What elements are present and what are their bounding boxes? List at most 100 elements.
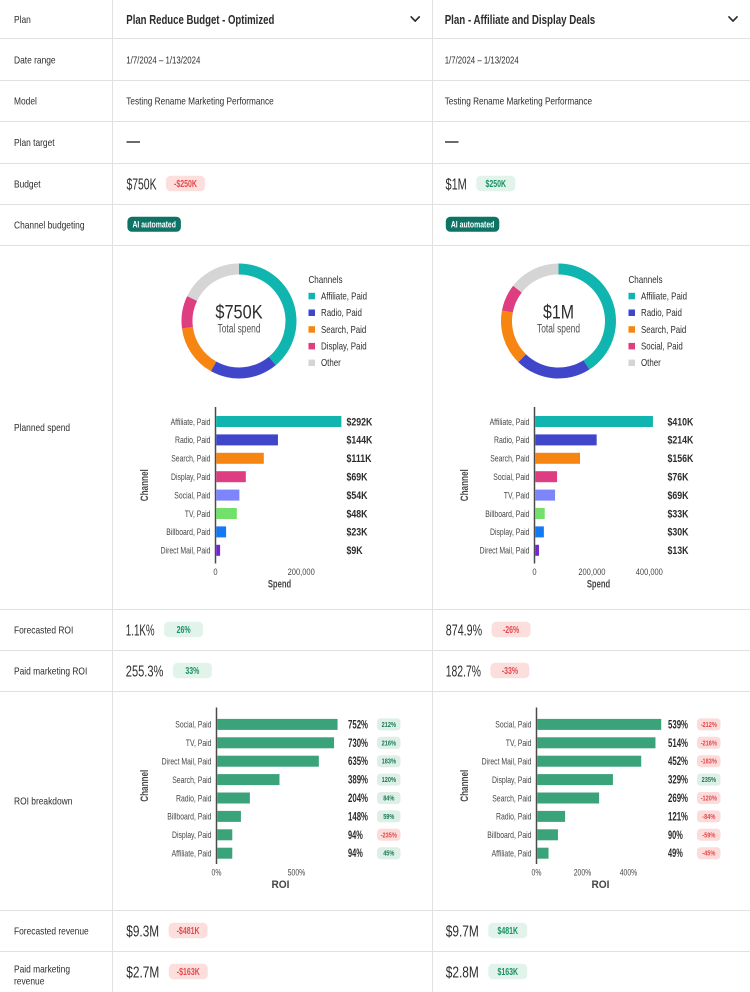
svg-text:Direct Mail, Paid: Direct Mail, Paid (162, 757, 212, 768)
svg-text:-216%: -216% (701, 740, 718, 747)
svg-text:Testing Rename Marketing Perfo: Testing Rename Marketing Performance (126, 95, 274, 107)
svg-text:Display, Paid: Display, Paid (172, 830, 212, 841)
svg-text:TV, Paid: TV, Paid (185, 509, 211, 520)
svg-text:TV, Paid: TV, Paid (504, 490, 530, 501)
svg-text:-183%: -183% (701, 759, 718, 766)
svg-text:-212%: -212% (701, 722, 718, 729)
svg-text:$111K: $111K (347, 453, 372, 465)
svg-text:200%: 200% (574, 868, 592, 879)
svg-text:94%: 94% (348, 848, 363, 860)
svg-text:Channel: Channel (139, 469, 151, 501)
svg-text:Search, Paid: Search, Paid (492, 793, 531, 804)
svg-text:Channel budgeting: Channel budgeting (14, 219, 85, 231)
svg-text:Billboard, Paid: Billboard, Paid (167, 812, 211, 823)
svg-text:Total spend: Total spend (218, 324, 261, 336)
svg-text:84%: 84% (383, 796, 395, 803)
svg-text:$156K: $156K (668, 453, 694, 465)
svg-text:$30K: $30K (668, 527, 689, 539)
svg-text:$9K: $9K (347, 545, 363, 557)
svg-text:Search, Paid: Search, Paid (321, 324, 366, 336)
svg-text:Display, Paid: Display, Paid (321, 341, 367, 353)
svg-text:-26%: -26% (503, 625, 519, 636)
svg-text:$13K: $13K (668, 545, 689, 557)
svg-text:Total spend: Total spend (537, 324, 580, 336)
svg-text:874.9%: 874.9% (446, 622, 482, 639)
svg-text:216%: 216% (382, 740, 397, 747)
svg-text:148%: 148% (348, 811, 368, 823)
svg-text:Billboard, Paid: Billboard, Paid (487, 830, 531, 841)
svg-text:Model: Model (14, 95, 37, 107)
svg-text:Plan Reduce Budget - Optimized: Plan Reduce Budget - Optimized (126, 12, 274, 27)
svg-text:Social, Paid: Social, Paid (175, 720, 211, 731)
svg-text:635%: 635% (348, 756, 368, 768)
svg-text:33%: 33% (185, 666, 199, 677)
svg-text:Billboard, Paid: Billboard, Paid (485, 509, 529, 520)
svg-text:Channel: Channel (459, 469, 471, 501)
svg-text:$54K: $54K (347, 490, 368, 502)
svg-text:-120%: -120% (701, 796, 718, 803)
svg-text:$250K: $250K (486, 179, 507, 190)
svg-text:$2.8M: $2.8M (446, 964, 479, 981)
svg-text:$750K: $750K (215, 303, 262, 324)
svg-text:$214K: $214K (668, 435, 694, 447)
svg-text:AI automated: AI automated (132, 220, 176, 230)
svg-text:49%: 49% (668, 848, 683, 860)
svg-text:389%: 389% (348, 775, 368, 787)
svg-text:183%: 183% (382, 759, 397, 766)
svg-text:Planned spend: Planned spend (14, 422, 70, 434)
svg-text:-$163K: -$163K (177, 967, 201, 978)
svg-text:Social, Paid: Social, Paid (495, 720, 531, 731)
svg-text:ROI: ROI (592, 879, 610, 891)
svg-text:121%: 121% (668, 811, 688, 823)
svg-text:Display, Paid: Display, Paid (490, 527, 530, 538)
svg-text:Plan: Plan (14, 14, 31, 26)
svg-text:ROI breakdown: ROI breakdown (14, 795, 73, 807)
svg-text:182.7%: 182.7% (446, 663, 481, 680)
svg-text:514%: 514% (668, 738, 688, 750)
svg-text:Radio, Paid: Radio, Paid (494, 435, 530, 446)
svg-text:Affiliate, Paid: Affiliate, Paid (641, 290, 687, 302)
svg-text:Affiliate, Paid: Affiliate, Paid (172, 849, 212, 860)
svg-text:0: 0 (213, 567, 217, 578)
svg-text:-235%: -235% (381, 832, 398, 839)
svg-text:94%: 94% (348, 830, 363, 842)
svg-text:Channels: Channels (309, 274, 343, 286)
svg-text:Date range: Date range (14, 54, 56, 66)
svg-text:Paid marketing ROI: Paid marketing ROI (14, 665, 87, 677)
svg-text:Spend: Spend (587, 579, 610, 591)
svg-text:$9.3M: $9.3M (126, 923, 159, 940)
svg-text:752%: 752% (348, 719, 368, 731)
svg-text:$1M: $1M (543, 303, 574, 324)
svg-text:$33K: $33K (668, 508, 689, 520)
svg-text:Plan - Affiliate and Display D: Plan - Affiliate and Display Deals (445, 12, 596, 27)
svg-text:Forecasted revenue: Forecasted revenue (14, 925, 89, 937)
svg-text:452%: 452% (668, 756, 688, 768)
svg-text:Affiliate, Paid: Affiliate, Paid (490, 417, 530, 428)
svg-text:Affiliate, Paid: Affiliate, Paid (171, 417, 211, 428)
svg-text:-45%: -45% (702, 851, 716, 858)
svg-text:Billboard, Paid: Billboard, Paid (166, 527, 210, 538)
svg-text:Direct Mail, Paid: Direct Mail, Paid (480, 546, 530, 557)
svg-text:-84%: -84% (702, 814, 716, 821)
svg-text:$481K: $481K (498, 926, 519, 937)
svg-text:200,000: 200,000 (578, 567, 605, 578)
svg-text:Radio, Paid: Radio, Paid (321, 307, 362, 319)
svg-text:-$250K: -$250K (174, 179, 198, 190)
svg-text:Channel: Channel (459, 770, 471, 802)
svg-text:ROI: ROI (272, 879, 290, 891)
svg-text:120%: 120% (382, 777, 397, 784)
svg-text:255.3%: 255.3% (126, 663, 164, 680)
svg-text:329%: 329% (668, 775, 688, 787)
svg-text:90%: 90% (668, 830, 683, 842)
svg-text:Radio, Paid: Radio, Paid (176, 793, 212, 804)
svg-text:$750K: $750K (127, 176, 157, 193)
svg-text:Affiliate, Paid: Affiliate, Paid (321, 290, 367, 302)
svg-text:Social, Paid: Social, Paid (493, 472, 529, 483)
svg-text:200,000: 200,000 (288, 567, 315, 578)
svg-text:45%: 45% (383, 851, 395, 858)
svg-text:400,000: 400,000 (636, 567, 663, 578)
svg-text:Direct Mail, Paid: Direct Mail, Paid (161, 546, 211, 557)
svg-text:$76K: $76K (668, 472, 689, 484)
svg-text:Plan target: Plan target (14, 137, 55, 149)
svg-text:235%: 235% (702, 777, 717, 784)
